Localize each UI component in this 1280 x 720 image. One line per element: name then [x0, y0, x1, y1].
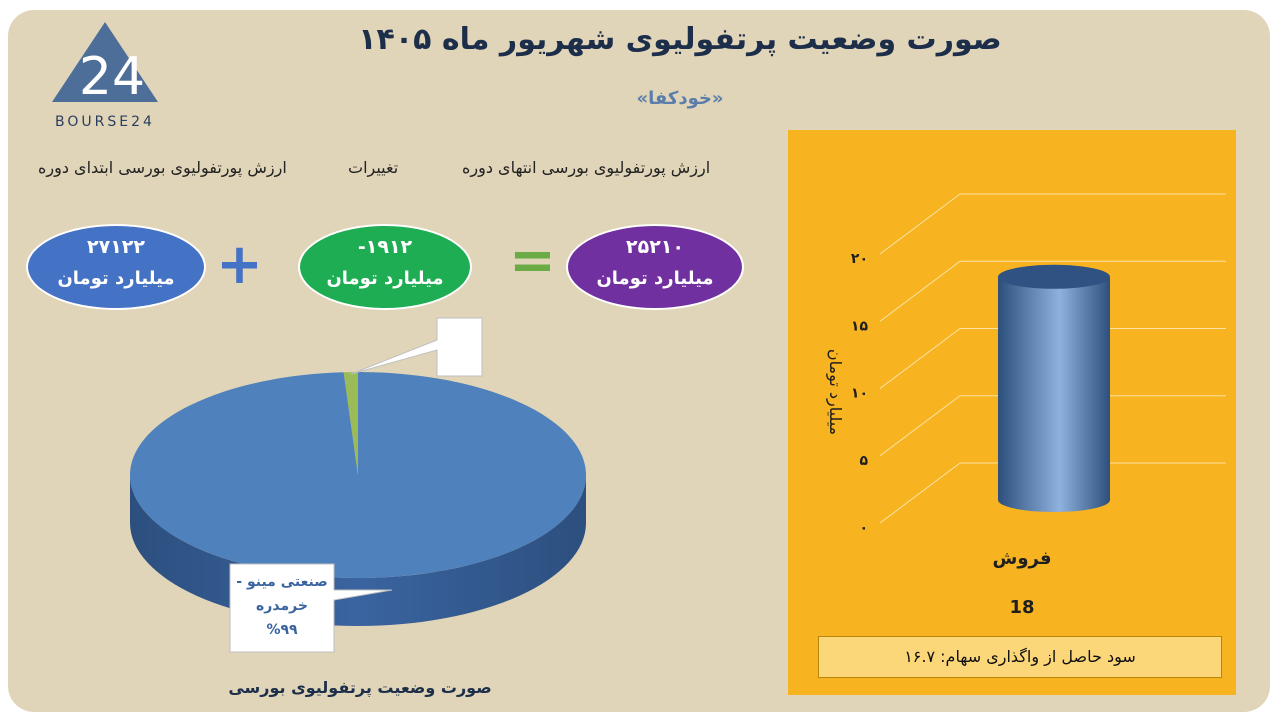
header-end-value: ارزش پورتفولیوی بورسی انتهای دوره	[462, 158, 711, 177]
main-slice-label: صنعتی مینو - خرمدره %۹۹	[236, 574, 328, 638]
share-sale-profit-note: سود حاصل از واگذاری سهام: ۱۶.۷	[818, 636, 1222, 678]
other-callout	[350, 317, 483, 377]
pie-slice-other	[343, 372, 358, 475]
bar-sales-body	[998, 276, 1110, 512]
bar-sales-top	[998, 264, 1110, 289]
pie-chart	[130, 317, 586, 653]
end-value-ellipse: ۲۵۲۱۰ میلیارد تومان	[566, 224, 744, 310]
bourse24-logo: 24 BOURSE24	[52, 22, 158, 130]
bar-ytick-label: ۱۵	[851, 318, 869, 334]
bar-gridline-diag	[879, 193, 961, 255]
page-title: صورت وضعیت پرتفولیوی شهریور ماه ۱۴۰۵	[358, 22, 1002, 57]
bar-ytick-label: ۰	[859, 520, 868, 536]
equals-icon: =	[509, 228, 556, 293]
bar-ytick-label: ۲۰	[851, 251, 868, 267]
header-start-value: ارزش پورتفولیوی بورسی ابتدای دوره	[38, 158, 287, 177]
bar-value-label: 18	[1009, 597, 1035, 618]
bar-gridline-diag	[879, 260, 961, 322]
main-callout	[229, 563, 393, 653]
bar-ylabel: میلیارد تومان	[825, 349, 845, 435]
change-value-ellipse: -۱۹۱۲ میلیارد تومان	[298, 224, 472, 310]
page-subtitle: «خودکفا»	[636, 88, 724, 109]
svg-text:BOURSE24: BOURSE24	[55, 114, 155, 130]
bar-gridline-diag	[879, 328, 961, 389]
change-value: -۱۹۱۲	[357, 236, 413, 258]
header-changes: تغییرات	[348, 158, 399, 177]
plus-icon: +	[216, 232, 263, 297]
end-unit: میلیارد تومان	[596, 268, 714, 289]
change-unit: میلیارد تومان	[326, 268, 444, 289]
start-value-ellipse: ۲۷۱۲۲ میلیارد تومان	[26, 224, 206, 310]
end-value: ۲۵۲۱۰	[626, 236, 684, 258]
start-value: ۲۷۱۲۲	[87, 236, 145, 258]
bar-gridline-diag	[879, 462, 961, 524]
bar-ytick-label: ۱۰	[851, 386, 868, 402]
pie-chart-title: صورت وضعیت پرتفولیوی بورسی	[228, 678, 492, 697]
start-unit: میلیارد تومان	[57, 268, 175, 289]
bar-ytick-label: ۵	[859, 453, 868, 469]
svg-text:24: 24	[79, 47, 145, 107]
bar-gridline-diag	[879, 395, 961, 457]
bar-chart: ۰ ۵ ۱۰ ۱۵ ۲۰ میلیارد تومان	[825, 193, 1226, 536]
bar-category-label: فروش	[992, 548, 1052, 569]
